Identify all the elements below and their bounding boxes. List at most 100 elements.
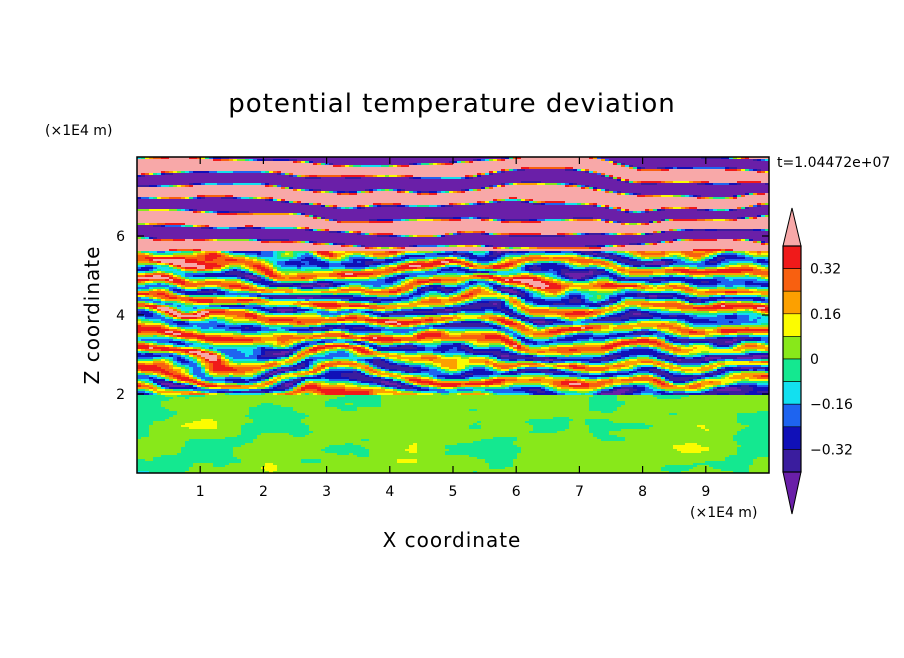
heatmap-cell bbox=[757, 213, 762, 216]
heatmap-cell bbox=[297, 157, 302, 160]
heatmap-cell bbox=[469, 177, 474, 180]
heatmap-cell bbox=[645, 183, 650, 186]
heatmap-cell bbox=[597, 185, 602, 188]
heatmap-cell bbox=[629, 201, 634, 204]
heatmap-cell bbox=[733, 165, 738, 168]
heatmap-cell bbox=[397, 215, 402, 218]
heatmap-cell bbox=[161, 159, 166, 162]
heatmap-cell bbox=[325, 169, 330, 172]
heatmap-cell bbox=[741, 197, 746, 200]
heatmap-cell bbox=[729, 193, 734, 196]
heatmap-cell bbox=[237, 201, 242, 204]
heatmap-cell bbox=[509, 185, 514, 188]
heatmap-cell bbox=[673, 183, 678, 186]
heatmap-cell bbox=[313, 215, 318, 218]
heatmap-cell bbox=[465, 213, 470, 216]
heatmap-cell bbox=[549, 205, 554, 208]
heatmap-cell bbox=[761, 161, 766, 164]
heatmap-cell bbox=[733, 167, 738, 170]
heatmap-cell bbox=[689, 169, 694, 172]
heatmap-cell bbox=[345, 187, 350, 190]
heatmap-cell bbox=[401, 191, 406, 194]
heatmap-cell bbox=[633, 167, 638, 170]
heatmap-cell bbox=[221, 177, 226, 180]
heatmap-cell bbox=[609, 201, 614, 204]
heatmap-cell bbox=[381, 183, 386, 186]
heatmap-cell bbox=[201, 215, 206, 218]
heatmap-cell bbox=[653, 165, 658, 168]
heatmap-cell bbox=[385, 209, 390, 212]
heatmap-cell bbox=[193, 217, 198, 220]
heatmap-cell bbox=[277, 195, 282, 198]
heatmap-cell bbox=[333, 215, 338, 218]
heatmap-cell bbox=[245, 167, 250, 170]
heatmap-cell bbox=[445, 215, 450, 218]
heatmap-cell bbox=[761, 213, 766, 216]
heatmap-cell bbox=[233, 165, 238, 168]
heatmap-cell bbox=[473, 215, 478, 218]
heatmap-cell bbox=[765, 193, 769, 196]
heatmap-cell bbox=[189, 197, 194, 200]
heatmap-cell bbox=[233, 195, 238, 198]
heatmap-cell bbox=[533, 171, 538, 174]
heatmap-cell bbox=[421, 167, 426, 170]
heatmap-cell bbox=[501, 211, 506, 214]
heatmap-cell bbox=[465, 175, 470, 178]
heatmap-cell bbox=[141, 159, 146, 162]
heatmap-cell bbox=[473, 219, 478, 222]
heatmap-cell bbox=[165, 159, 170, 162]
heatmap-cell bbox=[249, 163, 254, 166]
heatmap-cell bbox=[509, 203, 514, 206]
heatmap-cell bbox=[665, 175, 670, 178]
heatmap-cell bbox=[273, 187, 278, 190]
heatmap-cell bbox=[681, 211, 686, 214]
heatmap-cell bbox=[453, 215, 458, 218]
heatmap-cell bbox=[561, 203, 566, 206]
heatmap-cell bbox=[433, 183, 438, 186]
heatmap-cell bbox=[525, 171, 530, 174]
heatmap-cell bbox=[529, 173, 534, 176]
heatmap-cell bbox=[225, 185, 230, 188]
heatmap-cell bbox=[653, 175, 658, 178]
heatmap-cell bbox=[597, 207, 602, 210]
heatmap-cell bbox=[473, 165, 478, 168]
heatmap-cell bbox=[465, 199, 470, 202]
heatmap-cell bbox=[549, 185, 554, 188]
heatmap-cell bbox=[473, 173, 478, 176]
heatmap-cell bbox=[289, 199, 294, 202]
heatmap-cell bbox=[465, 167, 470, 170]
heatmap-cell bbox=[209, 199, 214, 202]
heatmap-cell bbox=[193, 201, 198, 204]
heatmap-cell bbox=[193, 161, 198, 164]
heatmap-cell bbox=[377, 205, 382, 208]
heatmap-cell bbox=[673, 203, 678, 206]
heatmap-cell bbox=[389, 173, 394, 176]
heatmap-cell bbox=[533, 213, 538, 216]
heatmap-cell bbox=[437, 187, 442, 190]
heatmap-cell bbox=[625, 199, 630, 202]
heatmap-cell bbox=[621, 203, 626, 206]
heatmap-cell bbox=[385, 205, 390, 208]
heatmap-cell bbox=[213, 189, 218, 192]
heatmap-cell bbox=[605, 187, 610, 190]
heatmap-cell bbox=[517, 157, 522, 160]
heatmap-cell bbox=[473, 207, 478, 210]
heatmap-cell bbox=[205, 199, 210, 202]
heatmap-cell bbox=[377, 215, 382, 218]
heatmap-cell bbox=[401, 215, 406, 218]
heatmap-cell bbox=[513, 217, 518, 220]
heatmap-cell bbox=[409, 199, 414, 202]
heatmap-cell bbox=[249, 219, 254, 222]
heatmap-cell bbox=[417, 165, 422, 168]
heatmap-cell bbox=[733, 211, 738, 214]
heatmap-cell bbox=[421, 193, 426, 196]
heatmap-cell bbox=[725, 185, 730, 188]
heatmap-cell bbox=[665, 171, 670, 174]
heatmap-cell bbox=[461, 183, 466, 186]
heatmap-cell bbox=[277, 217, 282, 220]
heatmap-cell bbox=[673, 181, 678, 184]
heatmap-cell bbox=[657, 177, 662, 180]
heatmap-cell bbox=[397, 219, 402, 222]
heatmap-cell bbox=[161, 157, 166, 160]
heatmap-cell bbox=[237, 159, 242, 162]
